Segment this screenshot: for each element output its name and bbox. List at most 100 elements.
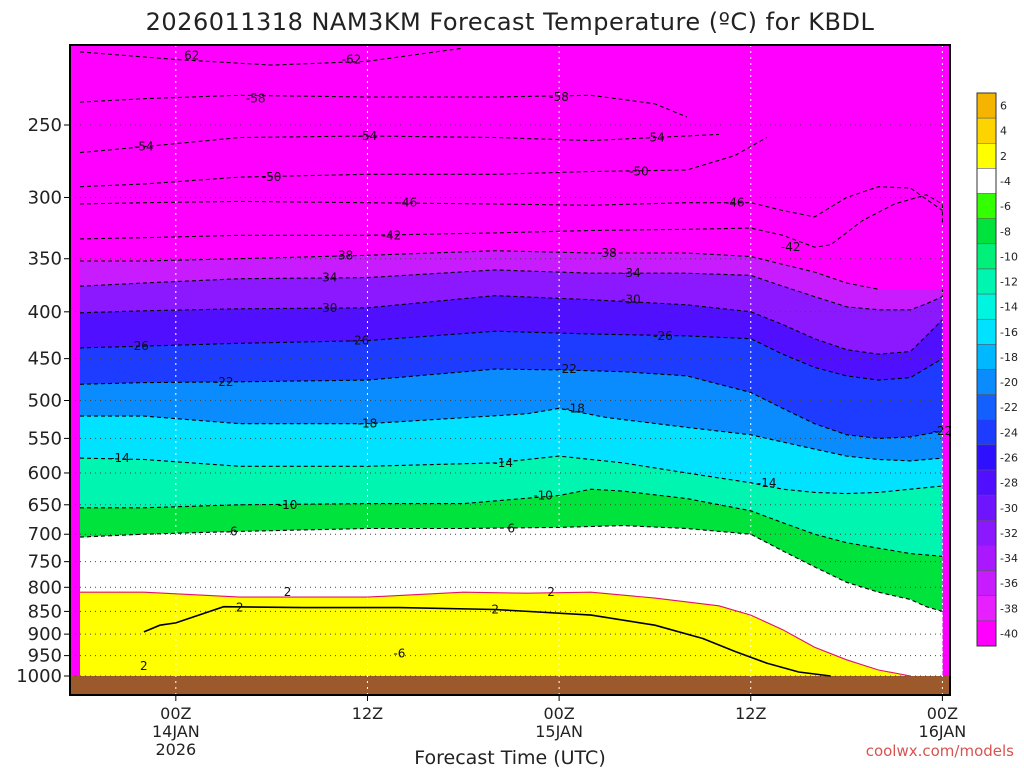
contour-label: -22: [933, 424, 953, 438]
contour--30: [79, 295, 943, 355]
contour-label: -50: [629, 164, 649, 178]
colorbar-label: -22: [1000, 401, 1018, 414]
contour--6: [79, 525, 943, 612]
y-tick-label: 600: [28, 463, 62, 484]
colorbar-swatch: [976, 117, 997, 144]
colorbar-label: -8: [1000, 225, 1011, 238]
colorbar-swatch: [976, 293, 997, 320]
colorbar-swatch: [976, 595, 997, 622]
contour--22: [79, 368, 943, 439]
colorbar-label: -28: [1000, 477, 1018, 490]
contour-label: -46: [725, 196, 745, 210]
colorbar-swatch: [976, 620, 997, 647]
contour-label: -46: [398, 196, 418, 210]
temperature-bands: [70, 45, 950, 695]
y-axis: 2503003504004505005506006507007508008509…: [16, 115, 70, 687]
x-tick-label: 15JAN: [535, 722, 583, 741]
x-tick-label: 00Z: [543, 704, 574, 723]
plot-frame: [69, 44, 951, 696]
contour-lines: [79, 47, 943, 677]
contour-label: -22: [214, 375, 234, 389]
colorbar-label: -18: [1000, 351, 1018, 364]
colorbar-label: -26: [1000, 451, 1018, 464]
y-tick-label: 250: [28, 115, 62, 136]
y-tick-label: 700: [28, 524, 62, 545]
contour-label: 62: [184, 49, 199, 63]
contour--62: [79, 47, 464, 66]
colorbar-swatch: [976, 494, 997, 521]
colorbar-label: -6: [1000, 200, 1011, 213]
colorbar-swatch: [976, 193, 997, 219]
colorbar-swatch: [976, 545, 997, 571]
contour-label: -42: [781, 240, 801, 254]
colorbar-swatch: [976, 92, 997, 119]
contour-label: -6: [226, 524, 238, 538]
contour-label: 6: [507, 522, 515, 536]
contour-label: -14: [110, 451, 130, 465]
colorbar-swatch: [976, 168, 997, 194]
ground-layer: [70, 676, 950, 695]
contour-label: -34: [318, 271, 338, 285]
contour-label: -6: [393, 647, 405, 661]
chart-title: 2026011318 NAM3KM Forecast Temperature (…: [146, 8, 875, 36]
contour-label: -38: [334, 248, 354, 262]
y-tick-label: 400: [28, 302, 62, 323]
contour-label: -26: [653, 329, 673, 343]
colorbar-label: -24: [1000, 426, 1018, 439]
colorbar-swatch: [976, 394, 997, 421]
contour-label: -54: [358, 129, 378, 143]
colorbar-label: -10: [1000, 250, 1018, 263]
credit-text[interactable]: coolwx.com/models: [866, 742, 1014, 760]
x-tick-label: 2026: [155, 740, 196, 759]
y-tick-label: 1000: [16, 666, 62, 687]
contour-label: -34: [621, 266, 641, 280]
y-tick-label: 350: [28, 249, 62, 270]
x-tick-label: 00Z: [160, 704, 191, 723]
y-tick-label: 650: [28, 495, 62, 516]
y-tick-label: 950: [28, 646, 62, 667]
contour--14: [79, 455, 943, 495]
contour--42: [79, 194, 943, 248]
colorbar-swatch: [976, 570, 997, 596]
colorbar-label: -20: [1000, 376, 1018, 389]
contour-label: -30: [318, 301, 338, 315]
contour--18: [80, 407, 943, 462]
band-warm: [143, 606, 831, 695]
contour--54: [79, 133, 719, 154]
colorbar-label: -30: [1000, 502, 1018, 515]
contour-label: 2: [491, 603, 499, 617]
contour--26: [79, 330, 943, 381]
colorbar-swatch: [976, 344, 997, 370]
contour--38: [80, 250, 879, 290]
contour-label: -30: [621, 293, 641, 307]
contour-label: -26: [129, 339, 149, 353]
colorbar-frame: [976, 92, 997, 647]
y-tick-label: 500: [28, 391, 62, 412]
contour-label: -18: [358, 417, 378, 431]
contour-label: -58: [549, 90, 569, 104]
contour-label: -54: [134, 140, 154, 154]
colorbar-label: -32: [1000, 527, 1018, 540]
contour-label: 2: [140, 659, 148, 673]
colorbar-label: -40: [1000, 627, 1018, 640]
contour--58: [79, 94, 688, 118]
colorbar-swatch: [976, 419, 997, 446]
ground-fill: [70, 676, 950, 695]
colorbar-swatch: [976, 143, 997, 169]
colorbar-label: -34: [1000, 552, 1018, 565]
colorbar-label: 6: [1000, 100, 1007, 113]
contour-label: -14: [493, 456, 513, 470]
colorbar-swatch: [976, 243, 997, 270]
contour-label: 2: [284, 585, 292, 599]
colorbar: 6 4 2 -4 -6 -8 -10 -12 -14 -16 -18 -20 -22 -24 -26 -28 -…: [976, 92, 1018, 647]
colorbar-label: -12: [1000, 276, 1018, 289]
y-tick-label: 300: [28, 187, 62, 208]
contour-label: -18: [565, 401, 585, 415]
gridlines: [70, 45, 950, 695]
x-axis-label: Forecast Time (UTC): [414, 747, 605, 768]
contour-label: -26: [350, 334, 370, 348]
y-tick-label: 750: [28, 552, 62, 573]
contour--46: [79, 186, 943, 218]
x-tick-label: 12Z: [352, 704, 383, 723]
